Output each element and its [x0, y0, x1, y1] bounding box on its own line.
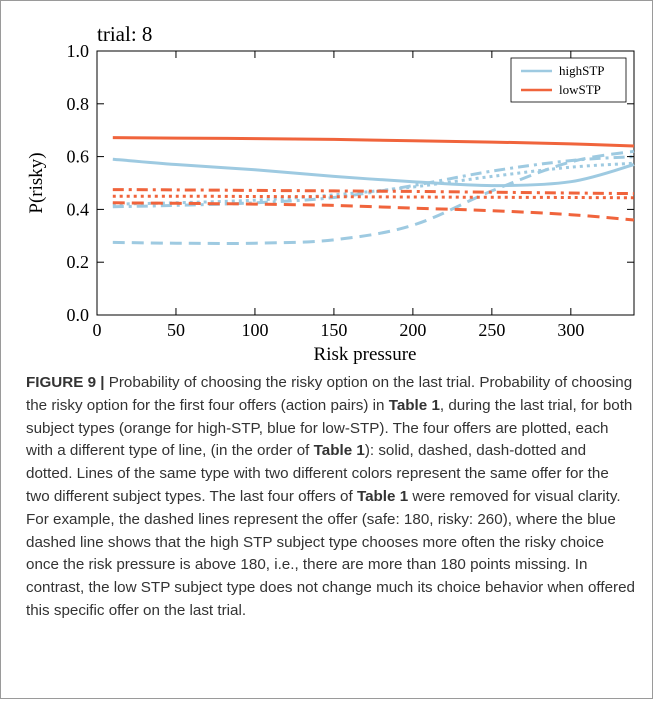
y-tick-label: 0.8 — [67, 94, 90, 114]
series-line-lowSTP-solid — [112, 136, 635, 148]
x-tick-label: 100 — [241, 320, 268, 340]
y-tick-label: 0.6 — [67, 147, 90, 167]
x-axis-label: Risk pressure — [314, 344, 417, 365]
x-tick-label: 50 — [167, 320, 185, 340]
legend-label-lowSTP: lowSTP — [559, 82, 601, 97]
x-tick-label: 200 — [399, 320, 426, 340]
series-layer — [112, 136, 635, 245]
x-tick-label: 0 — [93, 320, 102, 340]
line-chart: 0 50 100 150 200 250 300 0.0 0.2 0.4 0.6 0.8 1.0 tri… — [26, 22, 635, 365]
y-axis-label: P(risky) — [26, 152, 47, 213]
y-tick-label: 0.4 — [67, 199, 90, 219]
caption-label: FIGURE 9 | — [26, 374, 105, 391]
y-tick-label: 0.2 — [67, 252, 90, 272]
legend-box — [510, 57, 627, 103]
series-line-lowSTP-dashdot — [112, 188, 635, 196]
series-line-highSTP-dashed — [112, 149, 635, 245]
series-line-highSTP-dotted — [112, 161, 635, 206]
x-tick-label: 150 — [320, 320, 347, 340]
legend: highSTP lowSTP — [510, 57, 627, 103]
series-line-highSTP-solid — [112, 157, 635, 188]
table-reference: Table 1 — [388, 396, 440, 414]
caption-text: , during the last trial, for both subjec… — [26, 396, 633, 460]
y-tick-label: 1.0 — [67, 41, 90, 61]
legend-label-highSTP: highSTP — [559, 63, 605, 78]
series-line-highSTP-dashdot — [112, 155, 635, 209]
caption-divider — [0, 373, 8, 699]
chart-title: trial: 8 — [97, 22, 152, 46]
caption-text: were removed for visual clarity. For exa… — [26, 487, 635, 619]
table-reference: Table 1 — [313, 442, 365, 460]
x-tick-label: 250 — [478, 320, 505, 340]
caption-text: ): solid, dashed, dash-dotted and dotted… — [26, 442, 609, 505]
figure-caption: FIGURE 9 | Probability of choosing the r… — [26, 372, 636, 623]
series-line-lowSTP-dashed — [112, 201, 635, 222]
x-tick-label: 300 — [557, 320, 584, 340]
tick-layer: 0 50 100 150 200 250 300 0.0 0.2 0.4 0.6 0.8 1.0 — [67, 41, 634, 340]
y-tick-label: 0.0 — [67, 305, 90, 325]
series-line-lowSTP-dotted — [112, 194, 635, 200]
caption-text: Probability of choosing the risky option… — [26, 374, 633, 414]
table-reference: Table 1 — [356, 487, 409, 505]
